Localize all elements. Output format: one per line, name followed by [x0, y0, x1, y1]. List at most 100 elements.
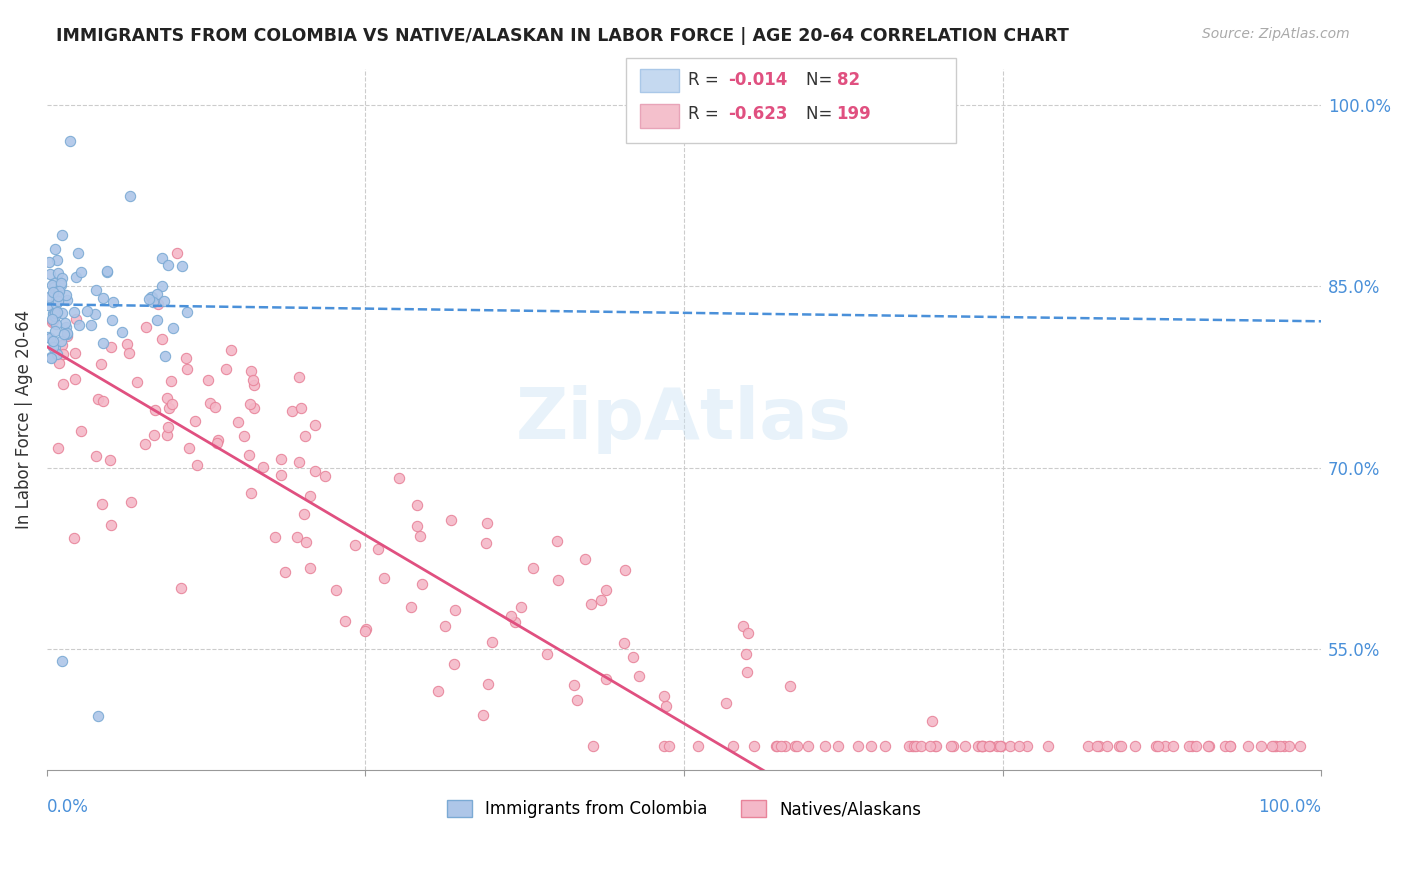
- Point: [152, 251, 174, 265]
- Point: [48, 356, 70, 370]
- Point: [63, 346, 86, 360]
- Point: [627, 669, 650, 683]
- Point: [56, 293, 79, 308]
- Point: [145, 403, 167, 417]
- Point: [44, 242, 66, 256]
- Point: [39, 351, 62, 366]
- Point: [910, 739, 932, 753]
- Point: [51, 306, 73, 320]
- Point: [509, 599, 531, 614]
- Point: [1261, 739, 1284, 753]
- Point: [166, 246, 188, 260]
- Point: [200, 395, 222, 409]
- Text: 100.0%: 100.0%: [1258, 798, 1322, 816]
- Point: [367, 541, 389, 556]
- Point: [574, 551, 596, 566]
- Point: [766, 739, 789, 753]
- Point: [70, 424, 93, 438]
- Point: [686, 739, 709, 753]
- Point: [115, 336, 138, 351]
- Point: [239, 396, 262, 410]
- Point: [522, 561, 544, 575]
- Point: [48, 266, 70, 280]
- Point: [156, 428, 179, 442]
- Point: [51, 270, 73, 285]
- Point: [333, 614, 356, 628]
- Point: [499, 608, 522, 623]
- Point: [176, 362, 198, 376]
- Point: [1077, 739, 1099, 753]
- Point: [270, 452, 292, 467]
- Point: [111, 326, 134, 340]
- Point: [45, 296, 67, 310]
- Point: [59, 134, 82, 148]
- Point: [44, 340, 66, 354]
- Point: [405, 519, 427, 533]
- Point: [91, 335, 114, 350]
- Point: [41, 315, 63, 329]
- Point: [652, 689, 675, 703]
- Point: [905, 739, 928, 753]
- Point: [918, 739, 941, 753]
- Point: [42, 280, 65, 294]
- Point: [45, 317, 67, 331]
- Point: [972, 739, 994, 753]
- Y-axis label: In Labor Force | Age 20-64: In Labor Force | Age 20-64: [15, 310, 32, 529]
- Point: [1088, 739, 1111, 753]
- Point: [299, 561, 322, 575]
- Point: [150, 278, 173, 293]
- Point: [146, 286, 169, 301]
- Point: [157, 258, 180, 272]
- Point: [37, 329, 59, 343]
- Point: [1123, 739, 1146, 753]
- Point: [294, 534, 316, 549]
- Text: 82: 82: [837, 71, 859, 89]
- Point: [52, 376, 75, 391]
- Point: [288, 370, 311, 384]
- Point: [84, 449, 107, 463]
- Point: [232, 428, 254, 442]
- Point: [243, 401, 266, 415]
- Point: [37, 298, 59, 312]
- Point: [1197, 739, 1219, 753]
- Point: [613, 636, 636, 650]
- Point: [273, 565, 295, 579]
- Point: [134, 437, 156, 451]
- Text: 0.0%: 0.0%: [46, 798, 89, 816]
- Point: [51, 334, 73, 348]
- Point: [972, 739, 994, 753]
- Text: R =: R =: [688, 105, 724, 123]
- Point: [591, 593, 613, 607]
- Point: [65, 311, 87, 326]
- Point: [100, 340, 122, 354]
- Point: [942, 739, 965, 753]
- Point: [411, 577, 433, 591]
- Point: [1154, 739, 1177, 753]
- Point: [325, 583, 347, 598]
- Point: [434, 619, 457, 633]
- Point: [90, 357, 112, 371]
- Point: [96, 265, 118, 279]
- Point: [285, 530, 308, 544]
- Point: [242, 373, 264, 387]
- Point: [970, 739, 993, 753]
- Point: [314, 468, 336, 483]
- Point: [1085, 739, 1108, 753]
- Point: [215, 362, 238, 376]
- Point: [344, 538, 367, 552]
- Point: [979, 739, 1001, 753]
- Point: [472, 708, 495, 723]
- Point: [1213, 739, 1236, 753]
- Point: [70, 265, 93, 279]
- Point: [219, 343, 242, 357]
- Point: [51, 654, 73, 668]
- Point: [1270, 739, 1292, 753]
- Point: [288, 455, 311, 469]
- Point: [354, 624, 377, 639]
- Point: [443, 657, 465, 672]
- Point: [399, 600, 422, 615]
- Point: [46, 284, 69, 298]
- Point: [51, 337, 73, 351]
- Point: [44, 293, 66, 307]
- Point: [901, 739, 924, 753]
